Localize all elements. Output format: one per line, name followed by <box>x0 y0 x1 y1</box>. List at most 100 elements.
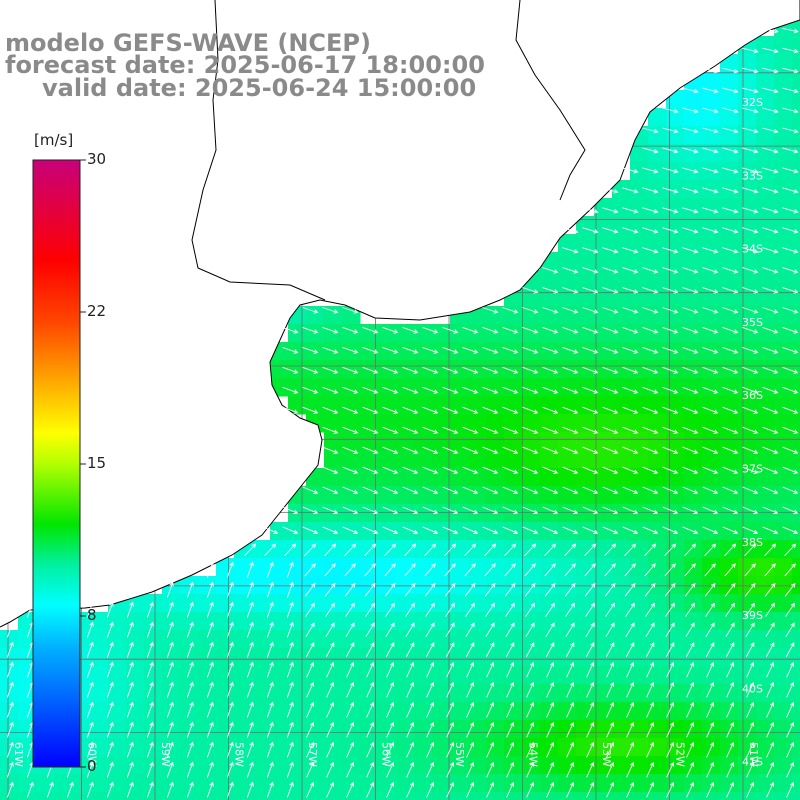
wind-arrow <box>166 661 174 678</box>
wind-speed-cell <box>792 594 800 613</box>
wind-speed-cell <box>270 540 289 559</box>
wind-speed-cell <box>612 486 631 505</box>
wind-arrow <box>466 741 475 758</box>
wind-arrow <box>682 486 699 494</box>
wind-arrow <box>446 701 455 718</box>
wind-arrow <box>685 622 695 638</box>
wind-speed-cell <box>630 792 649 800</box>
wind-arrow <box>365 602 376 617</box>
wind-arrow <box>542 307 559 314</box>
wind-speed-cell <box>216 684 235 703</box>
wind-arrow <box>704 543 717 557</box>
wind-speed-cell <box>684 684 703 703</box>
wind-arrow <box>562 386 579 394</box>
wind-speed-cell <box>486 360 505 379</box>
wind-arrow <box>504 543 517 557</box>
wind-speed-cell <box>792 684 800 703</box>
wind-speed-cell <box>648 522 667 541</box>
wind-speed-cell <box>666 252 685 271</box>
wind-speed-cell <box>90 720 109 739</box>
wind-arrow <box>742 167 759 174</box>
wind-speed-cell <box>756 360 775 379</box>
wind-speed-cell <box>666 126 685 145</box>
wind-speed-cell <box>432 684 451 703</box>
wind-speed-cell <box>684 738 703 757</box>
wind-arrow <box>466 701 475 718</box>
wind-speed-cell <box>720 198 739 217</box>
wind-arrow <box>186 701 194 718</box>
wind-speed-cell <box>486 630 505 649</box>
wind-arrow <box>782 147 799 154</box>
wind-speed-cell <box>630 648 649 667</box>
wind-arrow <box>742 506 759 514</box>
wind-speed-cell <box>522 342 541 361</box>
wind-arrow <box>502 486 519 494</box>
wind-arrow <box>106 781 114 798</box>
wind-speed-cell <box>648 684 667 703</box>
wind-speed-cell <box>270 738 289 757</box>
wind-arrow <box>545 642 555 658</box>
wind-arrow <box>702 67 719 74</box>
wind-speed-cell <box>612 792 631 800</box>
wind-arrow <box>326 701 335 718</box>
wind-arrow <box>646 721 655 738</box>
wind-speed-cell <box>216 774 235 793</box>
wind-speed-cell <box>270 666 289 685</box>
wind-arrow <box>762 426 779 434</box>
wind-speed-cell <box>486 720 505 739</box>
wind-speed-cell <box>198 792 217 800</box>
wind-arrow <box>782 87 799 94</box>
wind-arrow <box>742 247 759 254</box>
wind-speed-cell <box>630 342 649 361</box>
wind-speed-cell <box>342 486 361 505</box>
wind-speed-cell <box>378 414 397 433</box>
wind-arrow <box>426 721 435 738</box>
wind-speed-cell <box>306 342 325 361</box>
wind-arrow <box>706 761 715 778</box>
wind-speed-cell <box>450 486 469 505</box>
wind-arrow <box>662 486 679 494</box>
wind-arrow <box>546 721 555 738</box>
wind-speed-cell <box>756 774 775 793</box>
wind-arrow <box>702 127 719 134</box>
wind-speed-cell <box>612 576 631 595</box>
wind-speed-cell <box>612 450 631 469</box>
wind-speed-cell <box>288 774 307 793</box>
wind-speed-cell <box>342 666 361 685</box>
wind-arrow <box>502 526 519 534</box>
wind-speed-cell <box>450 558 469 577</box>
wind-speed-cell <box>468 378 487 397</box>
wind-speed-cell <box>594 234 613 253</box>
wind-speed-cell <box>486 378 505 397</box>
wind-speed-cell <box>198 594 217 613</box>
wind-speed-cell <box>162 684 181 703</box>
wind-arrow <box>765 642 775 658</box>
wind-speed-cell <box>360 486 379 505</box>
longitude-labels: 61W 60W 59W 58W 57W 56W 55W 54W 53W 52W 51W <box>12 742 760 767</box>
wind-arrow <box>362 406 379 414</box>
wind-speed-cell <box>594 450 613 469</box>
wind-arrow <box>586 741 595 758</box>
wind-arrow <box>186 761 194 778</box>
wind-speed-cell <box>522 360 541 379</box>
wind-arrow <box>702 406 719 414</box>
wind-arrow <box>682 267 699 274</box>
wind-arrow <box>722 207 739 214</box>
wind-speed-cell <box>792 396 800 415</box>
wind-speed-cell <box>396 342 415 361</box>
wind-arrow <box>745 642 755 658</box>
wind-speed-cell <box>540 540 559 559</box>
wind-arrow <box>542 506 559 514</box>
wind-speed-cell <box>756 126 775 145</box>
wind-speed-cell <box>450 504 469 523</box>
wind-speed-cell <box>720 252 739 271</box>
wind-speed-cell <box>468 558 487 577</box>
wind-speed-cell <box>666 432 685 451</box>
wind-arrow <box>462 346 479 354</box>
wind-arrow <box>666 721 675 738</box>
wind-arrow <box>784 543 797 557</box>
wind-speed-cell <box>180 576 199 595</box>
wind-speed-cell <box>756 180 775 199</box>
wind-arrow <box>782 27 799 34</box>
wind-speed-cell <box>774 324 793 343</box>
